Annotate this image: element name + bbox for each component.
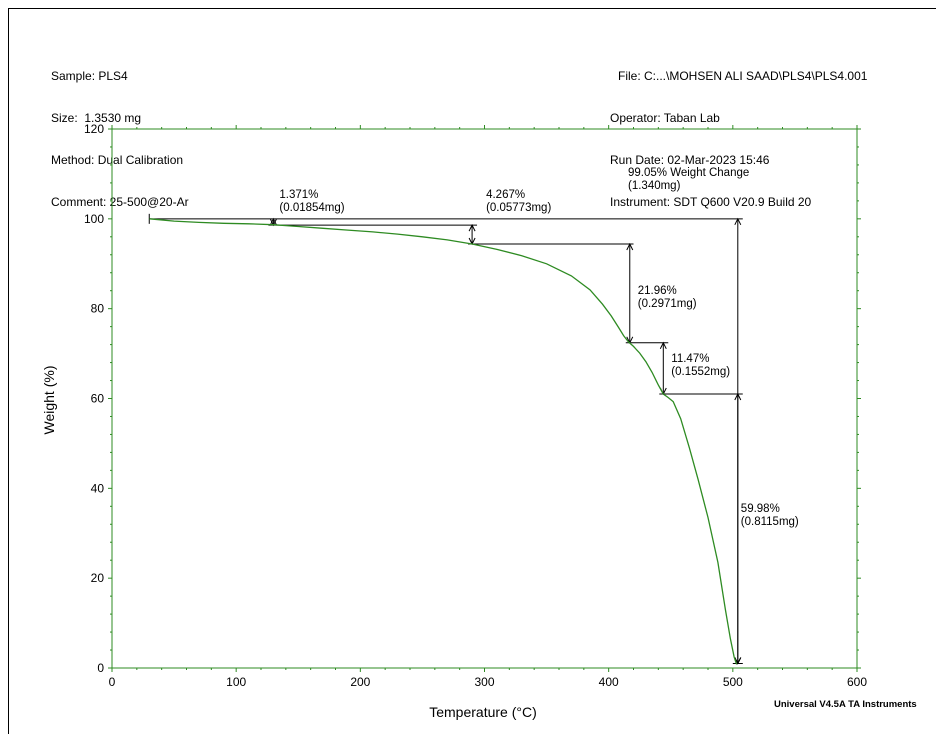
annot-4-pct: 11.47% — [671, 353, 709, 365]
step-4-head-top — [659, 341, 667, 350]
y-tick-label: 120 — [84, 122, 104, 136]
annot-4-mass: (0.1552mg) — [671, 366, 730, 378]
annot-2-mass: (0.05773mg) — [486, 202, 551, 214]
x-tick-label: 600 — [847, 675, 867, 689]
annotation-layer: 1.371%(0.01854mg) 4.267%(0.05773mg) 21.96%… — [148, 167, 799, 665]
x-tick-label: 0 — [109, 675, 116, 689]
run-date-label: Run Date: 02-Mar-2023 15:46 — [610, 153, 770, 167]
annot-1-pct: 1.371% — [279, 189, 318, 201]
y-tick-label: 40 — [91, 481, 105, 495]
annot-1-mass: (0.01854mg) — [279, 202, 344, 214]
comment-label: Comment: 25-500@20-Ar — [51, 195, 189, 209]
curve-layer — [149, 218, 738, 665]
axes-layer: 0 100 200 300 400 500 600 0 20 40 60 80 100 120 — [84, 122, 867, 689]
x-tick-label: 200 — [350, 675, 370, 689]
y-tick-label: 60 — [91, 392, 105, 406]
step-3-head-top — [626, 242, 634, 251]
annot-5-pct: 59.98% — [741, 503, 780, 515]
page-frame — [8, 8, 936, 734]
step-1-head-top — [269, 217, 277, 226]
y-tick-label: 20 — [91, 571, 105, 585]
size-label: Size: 1.3530 mg — [51, 111, 142, 125]
annot-3-pct: 21.96% — [638, 285, 677, 297]
step-2-head-top — [468, 224, 476, 232]
sample-label: Sample: PLS4 — [51, 69, 128, 83]
instrument-label: Instrument: SDT Q600 V20.9 Build 20 — [610, 195, 812, 209]
weight-curve — [149, 218, 738, 665]
file-label: File: C:...\MOHSEN ALI SAAD\PLS4\PLS4.00… — [618, 69, 868, 83]
y-axis-label: Weight (%) — [41, 366, 57, 435]
operator-label: Operator: Taban Lab — [610, 111, 720, 125]
software-footer: Universal V4.5A TA Instruments — [774, 699, 917, 710]
plot-frame — [111, 128, 858, 669]
y-tick-label: 0 — [97, 661, 104, 675]
x-tick-label: 500 — [723, 675, 743, 689]
annot-total-mass: (1.340mg) — [628, 180, 681, 192]
header-right: File: C:...\MOHSEN ALI SAAD\PLS4\PLS4.00… — [610, 41, 867, 223]
annot-total-pct: 99.05% Weight Change — [628, 167, 749, 179]
x-tick-label: 100 — [226, 675, 246, 689]
x-tick-label: 300 — [474, 675, 494, 689]
annot-5-mass: (0.8115mg) — [741, 516, 799, 528]
step-total-head-top — [734, 217, 742, 226]
y-tick-label: 80 — [91, 302, 105, 316]
annot-2-pct: 4.267% — [486, 189, 525, 201]
step-total-head-bottom — [734, 657, 742, 665]
method-label: Method: Dual Calibration — [51, 153, 184, 167]
x-axis-label: Temperature (°C) — [429, 704, 537, 720]
header-left: Sample: PLS4 Size: 1.3530 mg Method: Dua… — [51, 41, 189, 223]
y-tick-label: 100 — [84, 212, 104, 226]
annot-3-mass: (0.2971mg) — [638, 298, 697, 310]
x-tick-label: 400 — [599, 675, 619, 689]
